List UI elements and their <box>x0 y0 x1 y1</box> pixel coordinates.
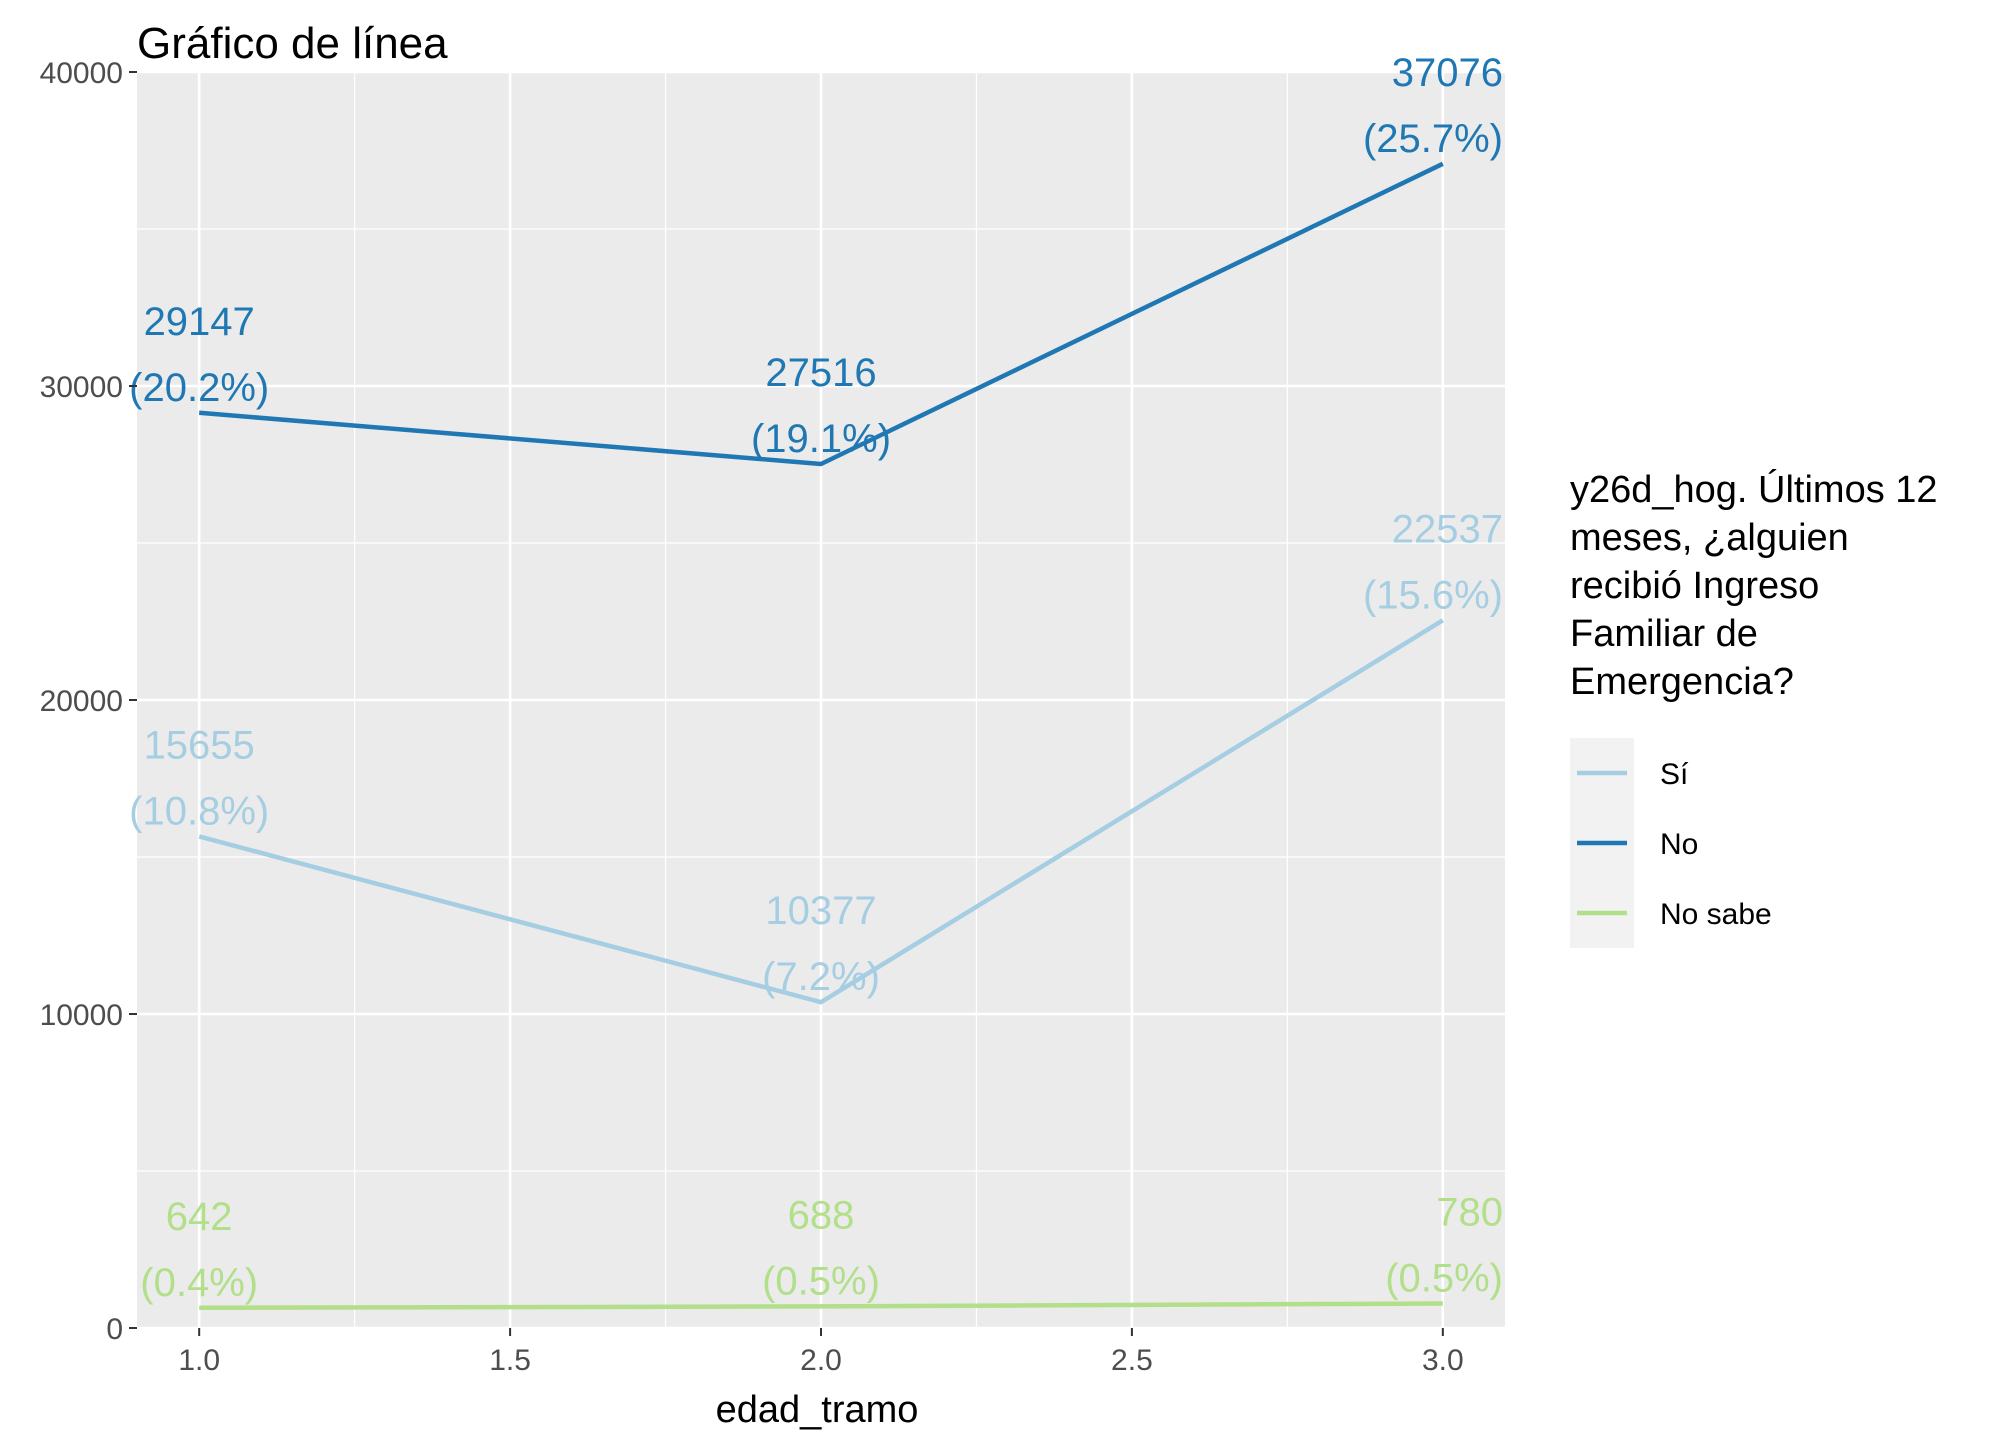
y-tick-label: 10000 <box>40 999 123 1032</box>
data-label-percent: (0.5%) <box>1385 1257 1503 1301</box>
legend-title-line: recibió Ingreso <box>1570 565 1819 607</box>
data-label-percent: (25.7%) <box>1363 117 1503 161</box>
chart-title: Gráfico de línea <box>137 19 448 68</box>
data-label-value: 22537 <box>1392 507 1503 551</box>
data-label-value: 29147 <box>144 300 255 344</box>
data-label-value: 780 <box>1436 1191 1503 1235</box>
data-label-value: 642 <box>166 1195 233 1239</box>
legend-title-line: y26d_hog. Últimos 12 <box>1570 468 1938 511</box>
y-tick-label: 40000 <box>40 57 123 90</box>
legend-title-line: meses, ¿alguien <box>1570 517 1849 559</box>
x-tick-label: 1.5 <box>489 1344 531 1377</box>
legend-label: Sí <box>1660 758 1689 791</box>
y-tick-label: 20000 <box>40 685 123 718</box>
data-label-value: 37076 <box>1392 51 1503 95</box>
data-label-value: 15655 <box>144 723 255 767</box>
legend-label: No sabe <box>1660 898 1772 931</box>
y-tick-label: 0 <box>106 1313 123 1346</box>
data-label-value: 10377 <box>765 889 876 933</box>
data-label-percent: (10.8%) <box>129 789 269 833</box>
series-line <box>198 618 1444 1005</box>
legend: y26d_hog. Últimos 12 meses, ¿alguien recib… <box>1570 468 1938 948</box>
x-tick-label: 2.5 <box>1111 1344 1153 1377</box>
data-label-percent: (0.4%) <box>140 1261 258 1305</box>
data-label-percent: (20.2%) <box>129 366 269 410</box>
data-labels: 15655 (10.8%) 10377 (7.2%) 22537 (15.6%) 29147… <box>129 51 1503 1305</box>
x-axis-title: edad_tramo <box>716 1389 919 1431</box>
series-line <box>199 161 1444 467</box>
x-tick-label: 1.0 <box>178 1344 220 1377</box>
data-label-value: 688 <box>788 1193 855 1237</box>
axes: 1.0 1.5 2.0 2.5 3.0 0 10000 20000 30000 40000 <box>40 57 1464 1377</box>
series-lines <box>198 161 1444 1311</box>
data-label-percent: (19.1%) <box>751 417 891 461</box>
legend-title-line: Familiar de <box>1570 613 1758 655</box>
plot-panel <box>137 70 1505 1330</box>
x-tick-label: 2.0 <box>800 1344 842 1377</box>
y-tick-label: 30000 <box>40 371 123 404</box>
x-tick-label: 3.0 <box>1422 1344 1464 1377</box>
legend-title-line: Emergencia? <box>1570 661 1794 703</box>
data-label-percent: (15.6%) <box>1363 573 1503 617</box>
data-label-value: 27516 <box>765 351 876 395</box>
series-line <box>199 1301 1443 1311</box>
data-label-percent: (0.5%) <box>762 1259 880 1303</box>
data-label-percent: (7.2%) <box>762 955 880 999</box>
legend-label: No <box>1660 828 1698 861</box>
